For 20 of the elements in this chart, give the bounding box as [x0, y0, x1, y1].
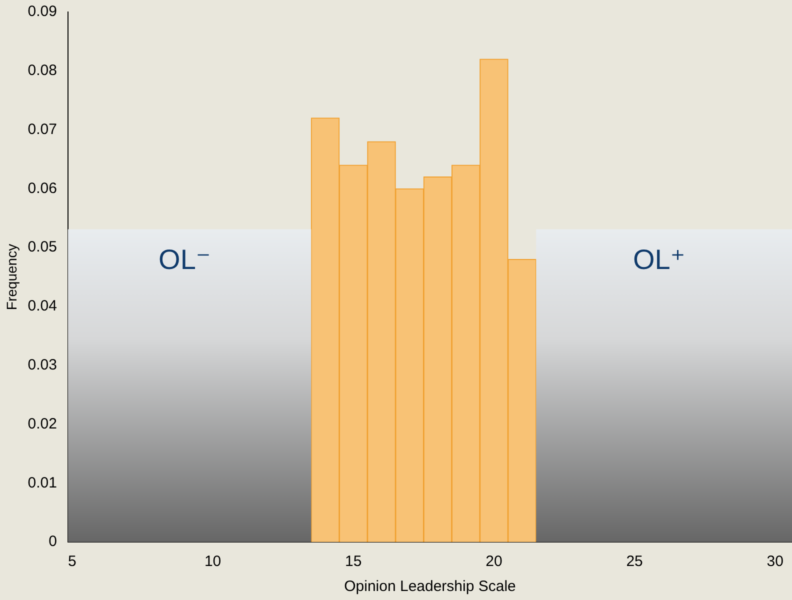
- y-axis-title: Frequency: [3, 244, 20, 310]
- x-tick-label: 30: [766, 553, 784, 570]
- band-label: OL⁺: [633, 244, 686, 276]
- y-tick-label: 0.06: [28, 180, 57, 197]
- x-tick-label: 10: [204, 553, 222, 570]
- y-tick-label: 0.01: [28, 474, 57, 492]
- y-tick-label: 0.07: [28, 120, 57, 138]
- y-tick-label: 0.03: [28, 356, 57, 374]
- x-tick-label: 25: [626, 553, 643, 570]
- x-tick-label: 5: [68, 553, 76, 570]
- x-tick-label: 15: [345, 553, 362, 570]
- y-tick-label: 0.02: [28, 415, 57, 432]
- x-tick-label: 20: [486, 553, 502, 570]
- band-label: OL⁻: [158, 244, 211, 276]
- y-tick-label: 0.04: [28, 298, 57, 315]
- y-tick-label: 0.05: [28, 238, 57, 256]
- y-tick-label: 0.08: [28, 62, 57, 80]
- y-tick-label: 0.09: [28, 3, 57, 20]
- y-tick-label: 0: [48, 533, 57, 550]
- x-axis-title: Opinion Leadership Scale: [344, 578, 516, 596]
